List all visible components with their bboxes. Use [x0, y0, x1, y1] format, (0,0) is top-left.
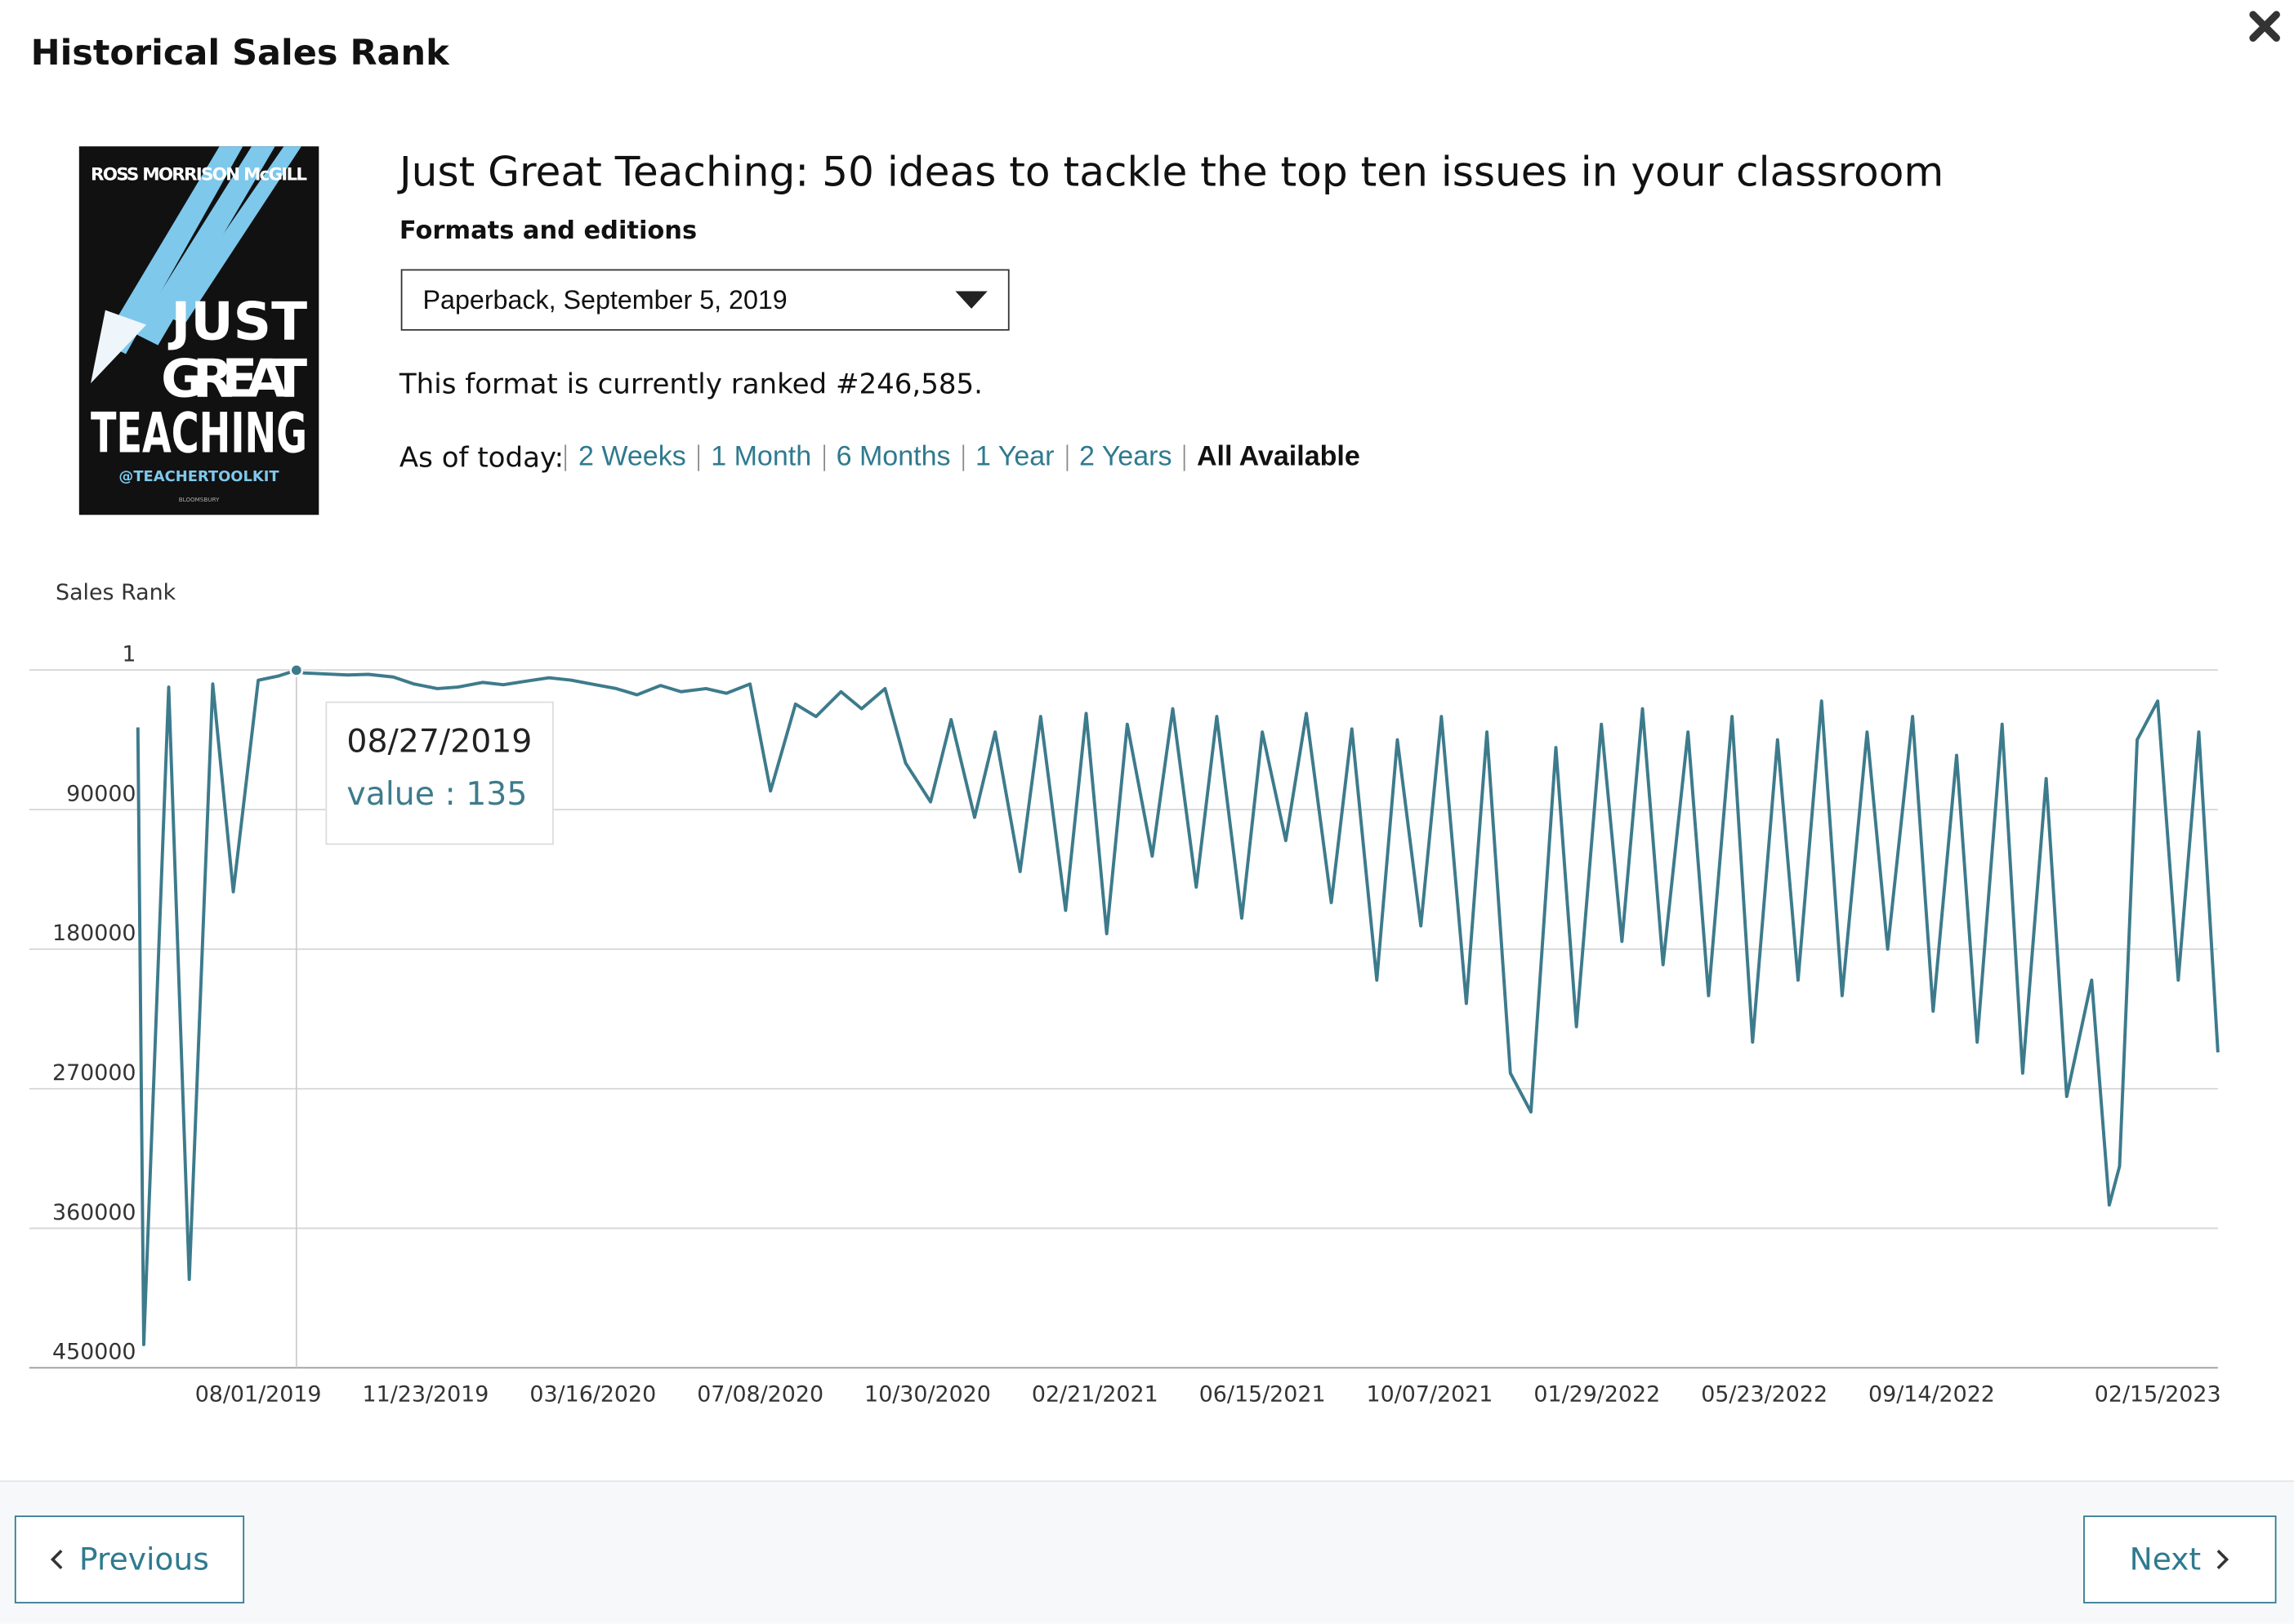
x-tick-label: 03/16/2020: [529, 1382, 656, 1408]
y-tick-label: 180000: [52, 921, 136, 946]
tooltip-value: value : 135: [346, 775, 527, 813]
cover-publisher: BLOOMSBURY: [179, 496, 220, 503]
cover-line: JUST: [167, 291, 307, 352]
range-option[interactable]: All Available: [1183, 444, 1372, 471]
formats-label: Formats and editions: [399, 216, 698, 246]
y-tick-label: 90000: [66, 781, 136, 806]
x-tick-label: 07/08/2020: [697, 1382, 823, 1408]
range-option[interactable]: 1 Year: [962, 444, 1066, 471]
range-option[interactable]: 6 Months: [823, 444, 962, 471]
y-tick-label: 450000: [52, 1340, 136, 1365]
rank-text: This format is currently ranked #246,585…: [399, 368, 983, 401]
range-option[interactable]: 2 Years: [1065, 444, 1184, 471]
x-tick-label: 10/07/2021: [1367, 1382, 1493, 1408]
x-tick-label: 09/14/2022: [1868, 1382, 1995, 1408]
footer: Previous Next: [0, 1480, 2294, 1624]
y-tick-label: 360000: [52, 1200, 136, 1225]
rank-line: [136, 668, 2220, 1346]
next-label: Next: [2129, 1541, 2202, 1577]
tooltip-box: [325, 701, 554, 845]
range-option[interactable]: 2 Weeks: [565, 444, 698, 471]
book-cover: ROSS MORRISON McGILL JUST GREAT TEACHING…: [78, 146, 319, 515]
dropdown-value: Paperback, September 5, 2019: [422, 285, 788, 315]
x-tick-label: 02/21/2021: [1032, 1382, 1158, 1408]
tooltip-date: 08/27/2019: [346, 722, 532, 760]
y-tick-label: 1: [122, 641, 136, 667]
previous-label: Previous: [78, 1541, 209, 1577]
range-selector: As of today: 2 Weeks 1 Month 6 Months 1 Yea…: [399, 442, 1372, 474]
format-dropdown[interactable]: Paperback, September 5, 2019: [400, 269, 1010, 331]
x-tick-label: 11/23/2019: [363, 1382, 489, 1408]
next-button[interactable]: Next: [2083, 1515, 2277, 1604]
x-tick-label: 05/23/2022: [1701, 1382, 1828, 1408]
cover-handle: @TEACHERTOOLKIT: [118, 468, 279, 485]
cover-line: GREAT: [161, 348, 307, 409]
chevron-right: [2217, 1549, 2229, 1570]
cover-line: TEACHING: [91, 401, 307, 466]
x-tick-label: 10/30/2020: [864, 1382, 991, 1408]
cover-author: ROSS MORRISON McGILL: [91, 164, 307, 185]
previous-button[interactable]: Previous: [14, 1515, 245, 1604]
x-tick-label: 06/15/2021: [1199, 1382, 1326, 1408]
hover-point: [289, 663, 304, 677]
modal-title: Historical Sales Rank: [30, 32, 449, 74]
y-tick-label: 270000: [52, 1060, 136, 1086]
x-tick-label: 02/15/2023: [2095, 1382, 2221, 1408]
range-option[interactable]: 1 Month: [698, 444, 823, 471]
x-tick-label: 01/29/2022: [1533, 1382, 1660, 1408]
chevron-left: [51, 1549, 63, 1570]
dropdown-arrow: [955, 291, 988, 309]
y-axis-label: Sales Rank: [56, 580, 176, 605]
range-label: As of today:: [399, 441, 565, 475]
x-tick-label: 08/01/2019: [195, 1382, 322, 1408]
close-button[interactable]: [2247, 9, 2283, 44]
book-title: Just Great Teaching: 50 ideas to tackle …: [399, 147, 1944, 196]
chart: Sales Rank 1 90000 180000 270000 360000 450000…: [29, 580, 2221, 1408]
